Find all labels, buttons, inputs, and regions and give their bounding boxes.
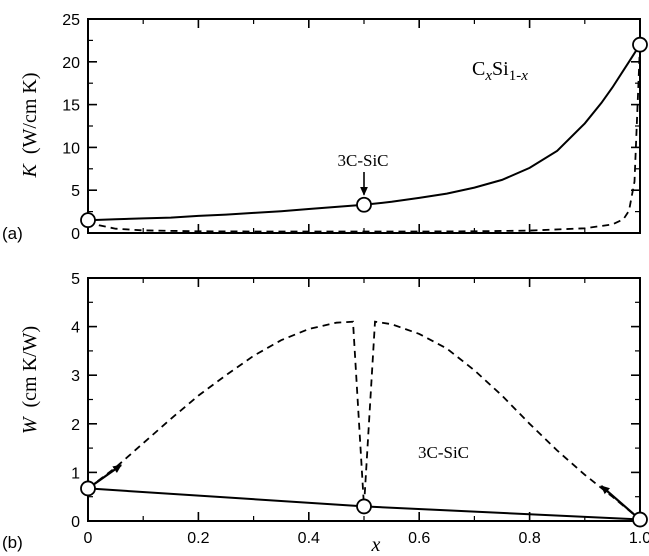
formula-label: CxSi1-x: [472, 58, 528, 84]
panel-a-marker: [632, 36, 648, 53]
panel-b-direction-arrow: [600, 485, 641, 521]
panel-a-ylabel: K (W/cm K): [19, 73, 41, 179]
panel-a-ytick-label: 5: [71, 183, 80, 200]
panel-b-xlabel: x: [371, 534, 381, 556]
panel-b-xtick-label: 1.0: [629, 530, 649, 547]
panel-b-marker: [632, 511, 648, 528]
panel-a-annotation-3c-sic: 3C-SiC: [337, 151, 388, 170]
panel-b-frame: [87, 277, 641, 522]
panel-a-ytick-label: 0: [71, 226, 80, 243]
panel-b-ytick-label: 1: [71, 465, 80, 482]
formula-one-minus: 1-: [509, 68, 522, 84]
panel-a-series-dashed: [87, 44, 641, 233]
panel-b-series-dashed: [87, 320, 641, 521]
panel-b-tag: (b): [2, 533, 23, 552]
panel-b-xtick-label: 0.6: [408, 530, 430, 547]
formula-x2-sub: x: [520, 68, 528, 84]
panel-b-marker: [80, 480, 96, 497]
formula-c: C: [472, 58, 485, 80]
panel-b-annotation-3c-sic: 3C-SiC: [418, 443, 469, 462]
panel-a-ytick-label: 10: [62, 140, 80, 157]
panel-a-tag: (a): [2, 224, 23, 243]
panel-b-marker: [356, 498, 372, 515]
panel-a-ytick-label: 25: [62, 12, 80, 29]
panel-a-marker: [356, 196, 372, 213]
formula-x-sub: x: [484, 68, 492, 84]
panel-b-ytick-label: 5: [71, 271, 80, 288]
panel-b-ytick-label: 2: [71, 417, 80, 434]
panel-b-xtick-label: 0: [84, 530, 93, 547]
panel-b-xtick-label: 0.8: [518, 530, 540, 547]
panel-b-ylabel-unit: (cm K/W): [19, 326, 41, 408]
panel-a-marker: [80, 212, 96, 229]
panel-b-ytick-label: 3: [71, 368, 80, 385]
panel-a-ylabel-var: K: [19, 162, 41, 178]
plot-layer: 0 5 10 15 20 25 0 1 2 3 4 5 0 0.2 0.4 0.6 0.8 1.0: [62, 12, 649, 547]
panel-b-xtick-label: 0.4: [298, 530, 320, 547]
panel-b-ylabel: W (cm K/W): [19, 326, 41, 434]
formula-si: Si: [492, 58, 509, 80]
panel-a-series-solid: [87, 44, 641, 222]
panel-a-ytick-label: 15: [62, 98, 80, 115]
panel-b-ylabel-var: W: [19, 415, 41, 434]
panel-b-ytick-label: 0: [71, 514, 80, 531]
panel-b-ytick-label: 4: [71, 320, 80, 337]
panel-a-ytick-label: 20: [62, 55, 80, 72]
panel-a-ylabel-unit: (W/cm K): [19, 73, 41, 155]
panel-b-xtick-label: 0.2: [187, 530, 209, 547]
